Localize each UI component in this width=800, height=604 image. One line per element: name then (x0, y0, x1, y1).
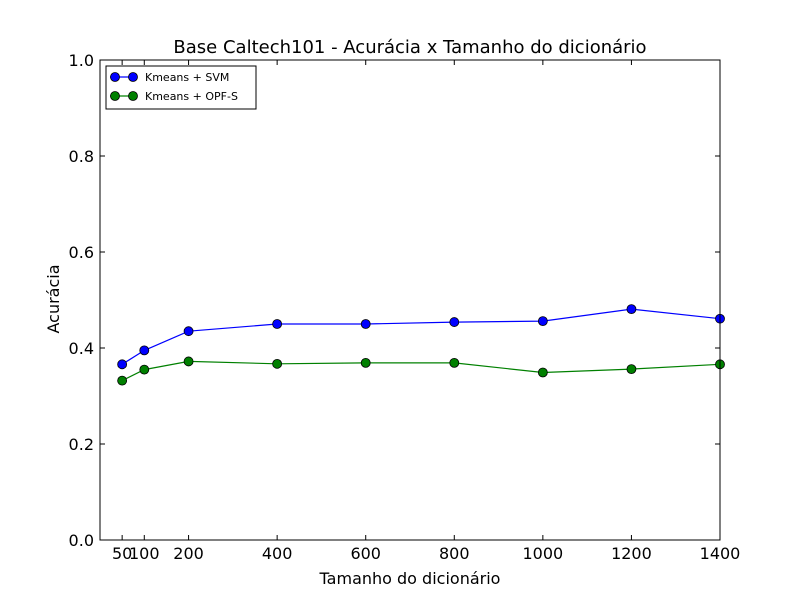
y-tick-label: 0.8 (69, 147, 94, 166)
legend-opf-label: Kmeans + OPF-S (145, 90, 238, 103)
x-tick-label: 100 (129, 544, 160, 563)
data-point-opf (139, 364, 150, 375)
data-point-svm (360, 319, 371, 329)
x-tick-label: 50 (112, 544, 132, 563)
data-point-opf (537, 367, 548, 378)
y-axis-label: Acurácia (44, 264, 63, 333)
legend-opf-marker (110, 91, 120, 101)
y-tick-label: 0.2 (69, 435, 94, 454)
x-tick-label: 1400 (700, 544, 741, 563)
x-tick-label: 1200 (611, 544, 652, 563)
data-point-svm (449, 317, 460, 327)
x-tick-label: 200 (173, 544, 204, 563)
data-point-opf (449, 357, 460, 368)
data-point-svm (139, 345, 150, 356)
y-tick-label: 0.4 (69, 339, 94, 358)
data-point-svm (117, 359, 128, 370)
x-tick-label: 600 (350, 544, 381, 563)
series-layer (117, 304, 725, 386)
data-point-svm (626, 304, 637, 315)
x-tick-label: 800 (439, 544, 470, 563)
data-point-svm (183, 326, 194, 337)
legend-svm-label: Kmeans + SVM (145, 71, 229, 84)
legend-svm-marker (110, 72, 120, 82)
legend-svm-marker (128, 72, 138, 82)
data-point-svm (537, 316, 548, 327)
data-point-opf (360, 357, 371, 368)
data-point-opf (183, 356, 194, 367)
legend-opf-marker (128, 91, 138, 101)
x-axis-label: Tamanho do dicionário (319, 569, 501, 588)
plot-frame (99, 59, 721, 541)
y-tick-label: 1.0 (69, 51, 94, 70)
chart-title: Base Caltech101 - Acurácia x Tamanho do … (173, 37, 646, 58)
y-tick-label: 0.0 (69, 531, 94, 550)
data-point-svm (272, 319, 283, 329)
x-tick-label: 1000 (522, 544, 563, 563)
y-tick-label: 0.6 (69, 243, 94, 262)
data-point-opf (117, 375, 128, 386)
data-point-opf (272, 358, 283, 369)
legend: Kmeans + SVM Kmeans + OPF-S (105, 65, 257, 110)
data-point-opf (626, 364, 637, 375)
x-tick-label: 400 (262, 544, 293, 563)
